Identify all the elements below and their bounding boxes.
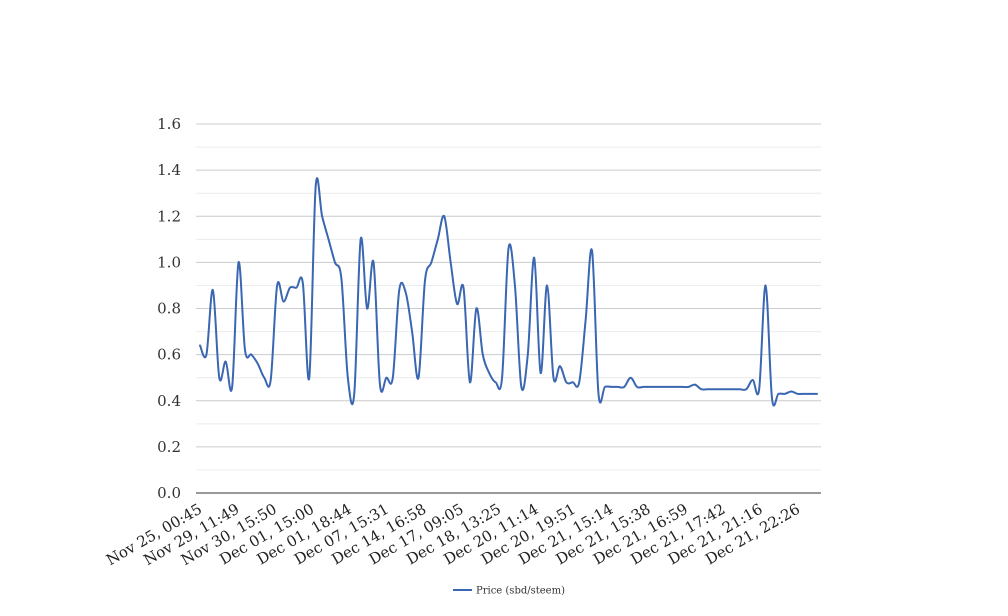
y-tick-label: 1.0 [157, 253, 181, 271]
y-tick-label: 0.0 [157, 484, 181, 502]
y-tick-label: 0.8 [157, 300, 181, 318]
y-tick-label: 0.2 [157, 438, 181, 456]
y-tick-label: 0.6 [157, 346, 181, 364]
y-axis-ticks: 0.0 0.2 0.4 0.6 0.8 1.0 1.2 1.4 1.6 [157, 115, 181, 502]
series-layer [199, 177, 818, 407]
y-tick-label: 1.2 [157, 207, 181, 225]
legend: Price (sbd/steem) [453, 586, 565, 597]
y-tick-label: 1.6 [157, 115, 181, 133]
grid-layer [196, 123, 821, 494]
series-line [199, 177, 818, 407]
y-tick-label: 0.4 [157, 392, 181, 410]
legend-label: Price (sbd/steem) [476, 586, 565, 597]
y-tick-label: 1.4 [157, 161, 181, 179]
